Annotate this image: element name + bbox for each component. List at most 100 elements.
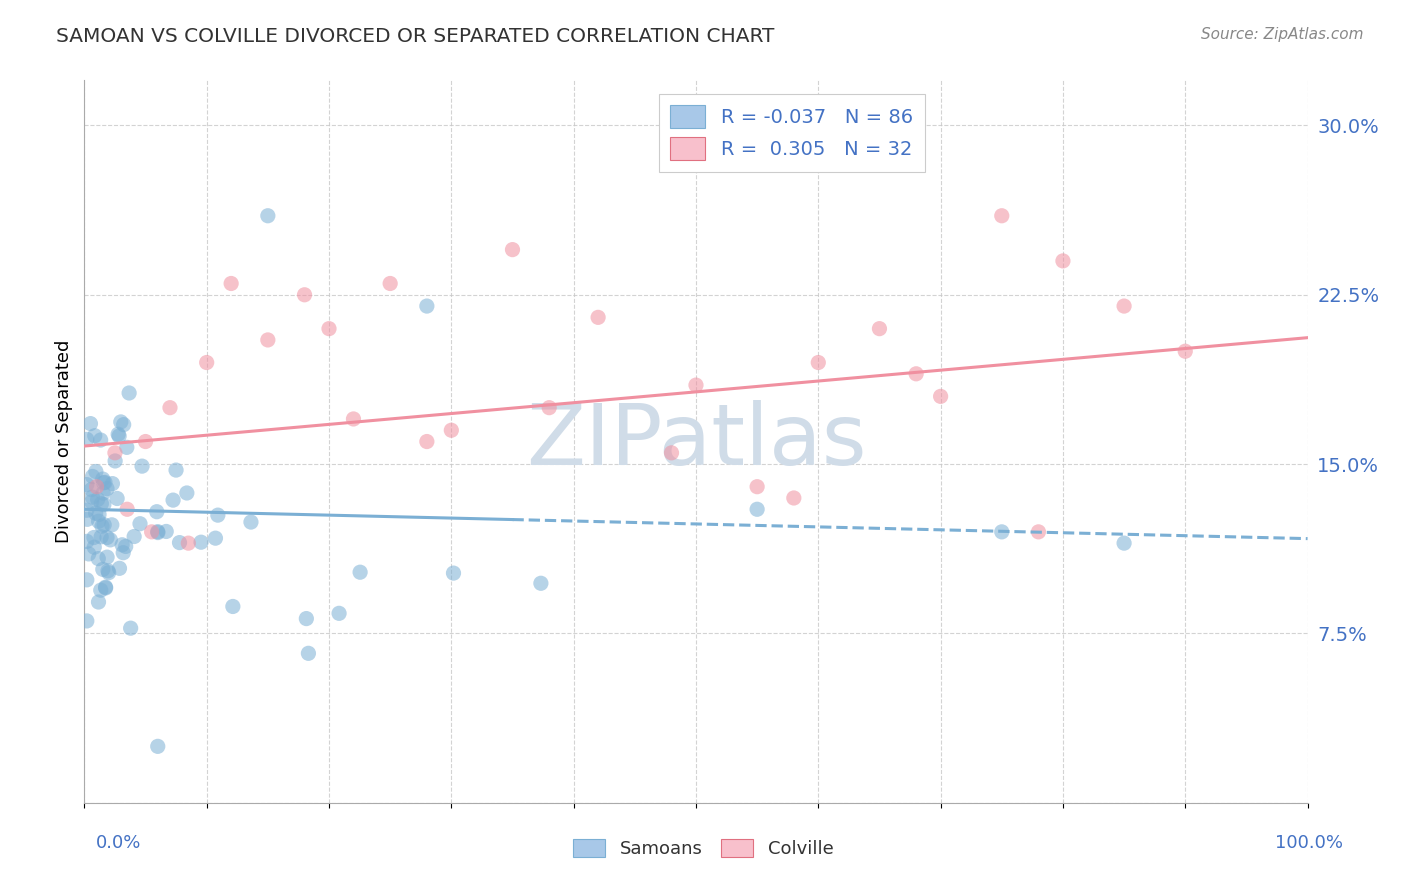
Text: SAMOAN VS COLVILLE DIVORCED OR SEPARATED CORRELATION CHART: SAMOAN VS COLVILLE DIVORCED OR SEPARATED… — [56, 27, 775, 45]
Point — [115, 441, 138, 455]
Point — [146, 524, 169, 539]
Point — [98, 533, 121, 547]
Point — [159, 401, 181, 415]
Point — [146, 739, 169, 754]
Point — [101, 476, 124, 491]
Point — [120, 621, 142, 635]
Point — [84, 465, 107, 479]
Point — [165, 463, 187, 477]
Point — [79, 417, 101, 431]
Point — [91, 486, 114, 500]
Point — [129, 516, 152, 531]
Point — [97, 566, 120, 580]
Point — [190, 535, 212, 549]
Point — [80, 483, 103, 497]
Point — [91, 472, 114, 486]
Legend: Samoans, Colville: Samoans, Colville — [565, 831, 841, 865]
Point — [104, 454, 127, 468]
Text: 0.0%: 0.0% — [96, 834, 141, 852]
Point — [90, 433, 112, 447]
Point — [111, 538, 134, 552]
Point — [991, 524, 1014, 539]
Point — [107, 427, 129, 442]
Point — [807, 355, 830, 369]
Point — [146, 525, 169, 540]
Point — [195, 355, 218, 369]
Point — [141, 524, 163, 539]
Point — [101, 517, 124, 532]
Point — [91, 562, 114, 576]
Point — [94, 580, 117, 594]
Point — [443, 566, 465, 580]
Point — [82, 469, 104, 483]
Point — [82, 490, 104, 504]
Point — [94, 581, 117, 595]
Point — [110, 415, 132, 429]
Point — [83, 531, 105, 545]
Point — [1174, 344, 1197, 359]
Point — [108, 429, 131, 443]
Point — [416, 299, 439, 313]
Point — [783, 491, 806, 505]
Point — [90, 583, 112, 598]
Point — [146, 505, 169, 519]
Point — [96, 531, 118, 545]
Point — [86, 480, 108, 494]
Point — [135, 434, 157, 449]
Point — [91, 519, 114, 533]
Point — [169, 535, 191, 549]
Point — [115, 502, 138, 516]
Point — [87, 595, 110, 609]
Legend: R = -0.037   N = 86, R =  0.305   N = 32: R = -0.037 N = 86, R = 0.305 N = 32 — [659, 94, 925, 171]
Point — [80, 495, 103, 509]
Point — [76, 503, 98, 517]
Point — [76, 614, 98, 628]
Point — [747, 502, 769, 516]
Point — [86, 492, 108, 507]
Point — [76, 477, 98, 491]
Point — [318, 321, 340, 335]
Point — [869, 321, 891, 335]
Point — [77, 547, 100, 561]
Point — [112, 417, 135, 432]
Point — [76, 433, 98, 447]
Point — [93, 498, 115, 512]
Point — [929, 389, 952, 403]
Point — [297, 646, 319, 660]
Point — [108, 561, 131, 575]
Point — [257, 209, 280, 223]
Point — [84, 506, 107, 520]
Point — [257, 333, 280, 347]
Point — [97, 564, 120, 578]
Point — [1114, 299, 1136, 313]
Point — [96, 482, 118, 496]
Point — [502, 243, 524, 257]
Point — [105, 491, 128, 506]
Point — [155, 524, 177, 539]
Point — [747, 480, 769, 494]
Point — [661, 446, 683, 460]
Point — [112, 546, 135, 560]
Point — [1052, 253, 1074, 268]
Point — [349, 565, 371, 579]
Point — [416, 434, 439, 449]
Point — [204, 531, 226, 545]
Point — [538, 401, 561, 415]
Point — [90, 530, 112, 544]
Point — [207, 508, 229, 523]
Point — [114, 540, 136, 554]
Point — [294, 287, 316, 301]
Point — [1028, 524, 1050, 539]
Text: ZIPatlas: ZIPatlas — [526, 400, 866, 483]
Point — [87, 508, 110, 522]
Point — [586, 310, 609, 325]
Point — [83, 540, 105, 554]
Point — [328, 607, 350, 621]
Point — [118, 386, 141, 401]
Point — [76, 534, 98, 549]
Point — [83, 428, 105, 442]
Point — [177, 536, 200, 550]
Point — [440, 423, 463, 437]
Text: Source: ZipAtlas.com: Source: ZipAtlas.com — [1201, 27, 1364, 42]
Point — [76, 512, 98, 526]
